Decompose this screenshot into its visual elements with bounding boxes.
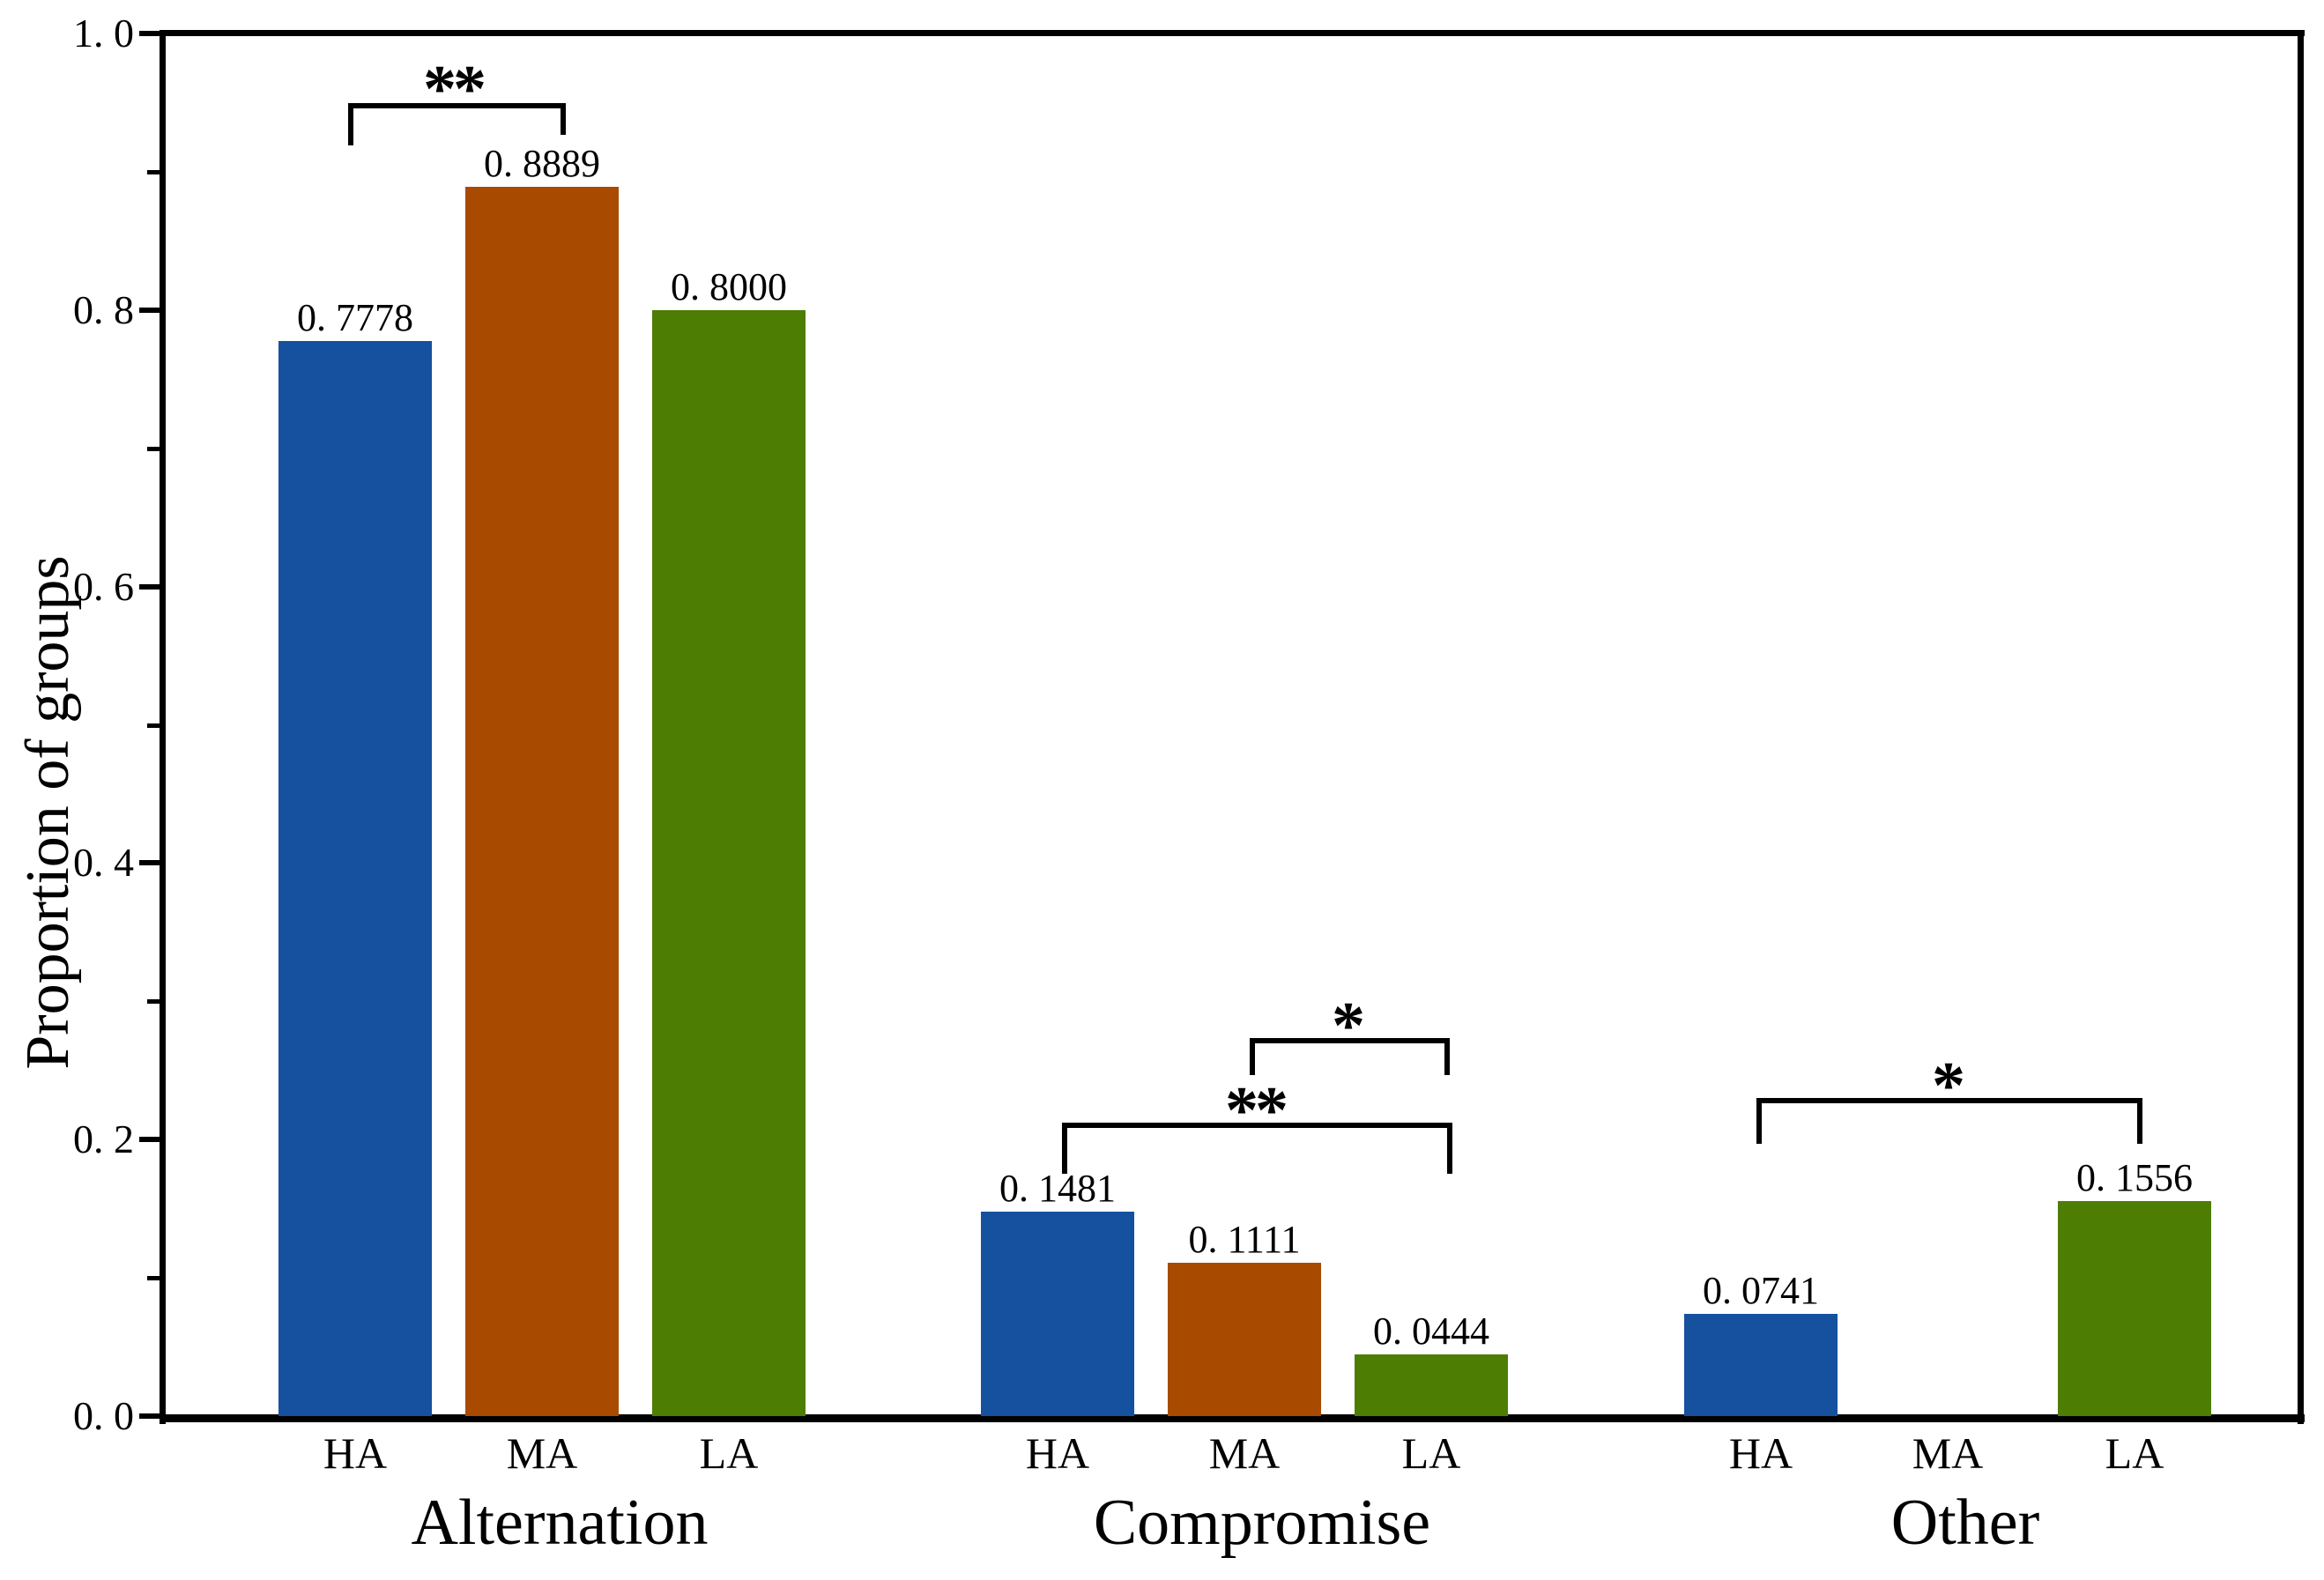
x-tick-label-ma: MA [506, 1428, 578, 1478]
group-label-compromise: Compromise [1093, 1487, 1431, 1559]
x-tick-label-ma: MA [1912, 1428, 1984, 1478]
significance-bracket-bar [1250, 1038, 1450, 1043]
significance-bracket-leg [2137, 1098, 2142, 1144]
significance-bracket-leg [1250, 1038, 1255, 1075]
bar-alternation-HA [278, 341, 432, 1416]
significance-star: ** [1225, 1073, 1288, 1147]
y-minor-tick [147, 723, 160, 728]
bar-alternation-MA [465, 187, 619, 1416]
x-tick-label-ha: HA [1728, 1428, 1793, 1478]
y-minor-tick [147, 170, 160, 174]
y-minor-tick [147, 1276, 160, 1280]
significance-bracket-leg [561, 103, 566, 135]
group-label-other: Other [1890, 1487, 2040, 1559]
significance-bracket-bar [348, 103, 566, 108]
bar-value-label: 0. 0741 [1703, 1269, 1819, 1312]
y-tick-label: 0. 6 [73, 564, 134, 609]
axis-spine-left [160, 30, 166, 1424]
significance-bracket-bar [1756, 1098, 2142, 1103]
y-major-tick [139, 31, 160, 36]
y-minor-tick [147, 447, 160, 451]
significance-star: * [1332, 989, 1365, 1063]
significance-bracket-leg [1062, 1123, 1067, 1174]
bar-value-label: 0. 1481 [999, 1167, 1116, 1210]
y-tick-label: 1. 0 [73, 11, 134, 56]
bar-compromise-LA [1355, 1354, 1508, 1416]
x-tick-label-ha: HA [323, 1428, 388, 1478]
y-tick-label: 0. 0 [73, 1393, 134, 1438]
bar-value-label: 0. 1111 [1188, 1218, 1301, 1261]
bar-value-label: 0. 8889 [484, 142, 600, 185]
group-label-alternation: Alternation [411, 1487, 709, 1559]
bar-other-LA [2058, 1201, 2211, 1416]
significance-bracket-leg [1447, 1123, 1452, 1174]
bar-value-label: 0. 8000 [671, 265, 787, 308]
significance-star: ** [423, 52, 486, 126]
significance-bracket-leg [1444, 1038, 1450, 1075]
significance-star: * [1932, 1049, 1965, 1123]
y-major-tick [139, 308, 160, 313]
y-major-tick [139, 584, 160, 590]
y-tick-label: 0. 2 [73, 1116, 134, 1161]
axis-spine-right [2298, 30, 2304, 1424]
bar-alternation-LA [652, 310, 806, 1416]
x-tick-label-la: LA [1401, 1428, 1461, 1478]
x-tick-label-ma: MA [1208, 1428, 1281, 1478]
bar-compromise-MA [1168, 1263, 1321, 1416]
significance-bracket-leg [348, 103, 353, 145]
x-tick-label-la: LA [699, 1428, 759, 1478]
bar-other-HA [1684, 1314, 1838, 1416]
bar-value-label: 0. 1556 [2076, 1156, 2193, 1199]
y-tick-label: 0. 4 [73, 840, 134, 885]
y-tick-label: 0. 8 [73, 287, 134, 332]
y-major-tick [139, 860, 160, 865]
y-axis-title: Proportion of groups [14, 555, 82, 1070]
axis-spine-top [160, 30, 2305, 36]
y-minor-tick [147, 999, 160, 1004]
x-tick-label-ha: HA [1025, 1428, 1090, 1478]
axis-spine-bottom [160, 1414, 2305, 1422]
significance-bracket-bar [1062, 1123, 1452, 1128]
bar-value-label: 0. 7778 [297, 296, 413, 339]
bar-compromise-HA [981, 1212, 1134, 1416]
x-tick-label-la: LA [2105, 1428, 2164, 1478]
y-major-tick [139, 1137, 160, 1142]
bar-value-label: 0. 0444 [1373, 1309, 1489, 1353]
y-major-tick [139, 1413, 160, 1419]
significance-bracket-leg [1756, 1098, 1762, 1144]
